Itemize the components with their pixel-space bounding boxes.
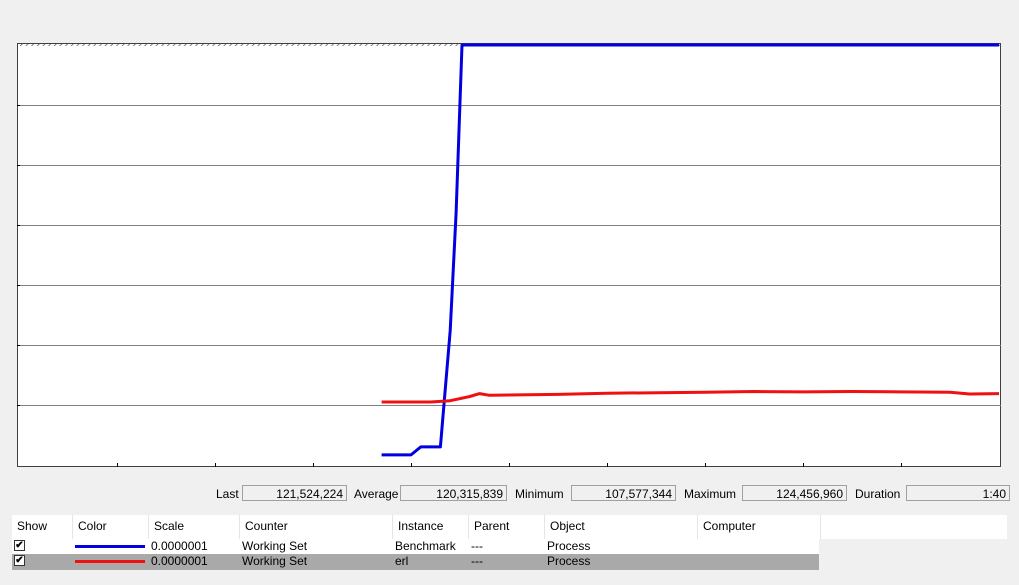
- scale-cell: 0.0000001: [151, 539, 208, 553]
- scale-cell: 0.0000001: [151, 554, 208, 568]
- graph-border: [17, 43, 1001, 467]
- minimum-value: 107,577,344: [571, 485, 676, 501]
- object-cell: Process: [547, 539, 591, 553]
- counter-row-benchmark[interactable]: ✔ 0.0000001 Working Set Benchmark --- Pr…: [12, 539, 819, 555]
- column-header-object[interactable]: Object: [545, 515, 698, 539]
- counter-row-erl[interactable]: ✔ 0.0000001 Working Set erl --- Process: [12, 554, 819, 570]
- duration-label: Duration: [855, 487, 901, 501]
- column-header-instance[interactable]: Instance: [393, 515, 469, 539]
- column-header-computer[interactable]: Computer: [698, 515, 821, 539]
- parent-cell: ---: [471, 539, 483, 553]
- series-line-benchmark: [381, 43, 999, 457]
- column-header-scale[interactable]: Scale: [149, 515, 240, 539]
- show-checkbox[interactable]: ✔: [14, 540, 25, 551]
- instance-cell: erl: [395, 554, 409, 568]
- minimum-label: Minimum: [515, 487, 564, 501]
- column-header-show[interactable]: Show: [12, 515, 73, 539]
- performance-graph[interactable]: [17, 43, 1001, 467]
- last-value: 121,524,224: [242, 485, 347, 501]
- series-line-erl: [381, 390, 1000, 404]
- last-label: Last: [216, 487, 239, 501]
- counter-cell: Working Set: [242, 554, 308, 568]
- show-checkbox[interactable]: ✔: [14, 555, 25, 566]
- column-header-color[interactable]: Color: [73, 515, 149, 539]
- maximum-label: Maximum: [684, 487, 737, 501]
- color-swatch: [75, 560, 145, 563]
- column-header-parent[interactable]: Parent: [469, 515, 545, 539]
- average-label: Average: [354, 487, 399, 501]
- counter-cell: Working Set: [242, 539, 308, 553]
- parent-cell: ---: [471, 554, 483, 568]
- average-value: 120,315,839: [400, 485, 507, 501]
- graph-canvas: [17, 43, 1001, 467]
- object-cell: Process: [547, 554, 591, 568]
- column-header-counter[interactable]: Counter: [240, 515, 393, 539]
- duration-value: 1:40: [906, 485, 1010, 501]
- maximum-value: 124,456,960: [742, 485, 847, 501]
- color-swatch: [75, 545, 145, 548]
- counter-list-header: Show Color Scale Counter Instance Parent…: [12, 515, 1007, 539]
- instance-cell: Benchmark: [395, 539, 456, 553]
